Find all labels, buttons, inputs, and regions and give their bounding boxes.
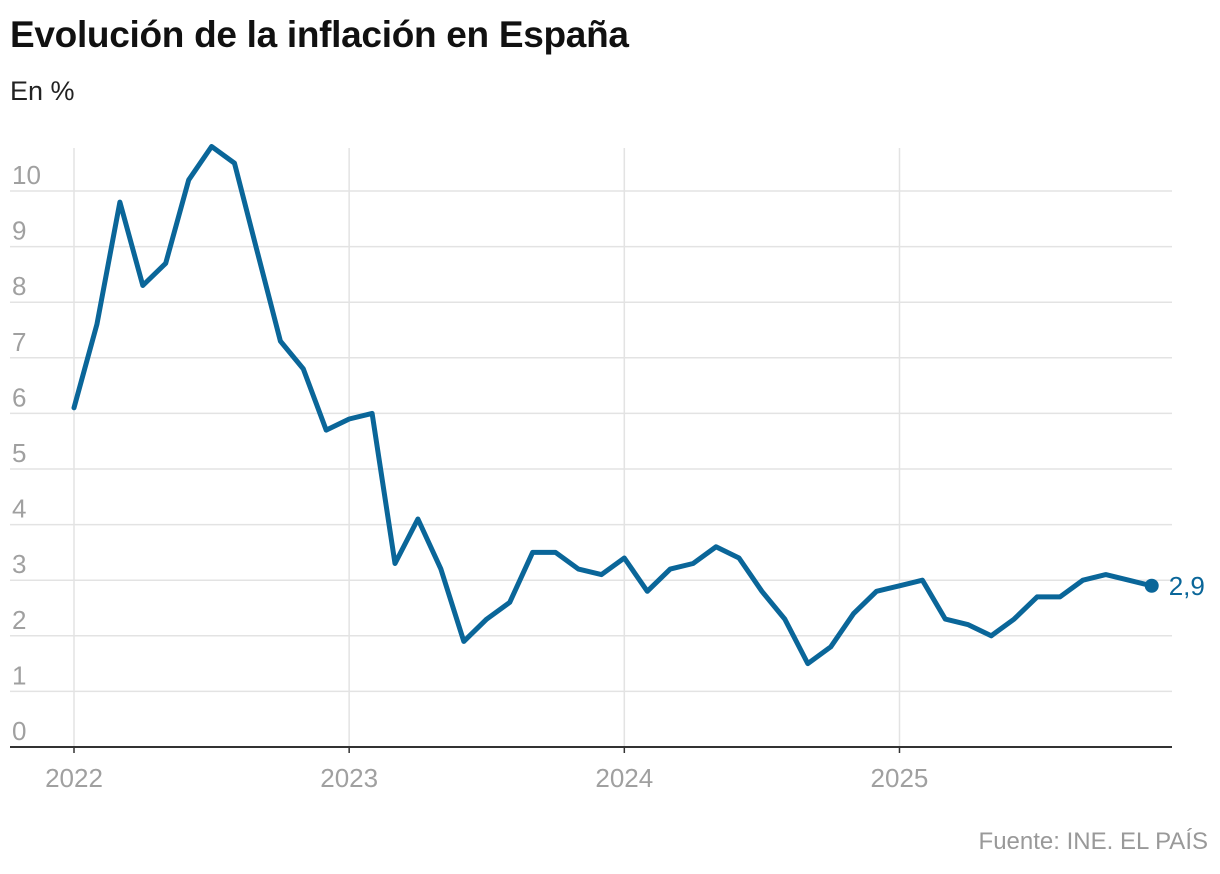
data-point (553, 550, 558, 555)
data-point (897, 583, 902, 588)
series-line-inflation (71, 144, 1155, 667)
x-tick-label: 2025 (871, 763, 929, 793)
data-point (186, 177, 191, 182)
data-point (1103, 572, 1108, 577)
x-tick-label: 2022 (45, 763, 103, 793)
data-point (163, 261, 168, 266)
y-tick-label: 8 (12, 271, 26, 301)
y-tick-label: 10 (12, 160, 41, 190)
data-point (668, 567, 673, 572)
data-point (576, 567, 581, 572)
data-point (140, 283, 145, 288)
y-axis-ticks: 0 1 2 3 4 5 6 7 8 9 10 (12, 160, 41, 746)
data-point (370, 411, 375, 416)
series-end-label: 2,9 (1169, 571, 1205, 601)
grid-layer (10, 148, 1172, 747)
data-point (989, 633, 994, 638)
data-point (393, 561, 398, 566)
data-point (347, 416, 352, 421)
y-tick-label: 9 (12, 216, 26, 246)
data-point (117, 200, 122, 205)
data-point (530, 550, 535, 555)
data-point (736, 555, 741, 560)
data-point (301, 366, 306, 371)
data-point (255, 250, 260, 255)
x-tick-label: 2023 (320, 763, 378, 793)
data-point (484, 617, 489, 622)
y-tick-label: 1 (12, 660, 26, 690)
data-point (72, 405, 77, 410)
x-axis-ticks: 2022 2023 2024 2025 (45, 747, 928, 793)
data-point (1126, 578, 1131, 583)
data-point (94, 322, 99, 327)
data-point (851, 611, 856, 616)
chart-title: Evolución de la inflación en España (10, 14, 629, 55)
y-tick-label: 4 (12, 494, 26, 524)
data-point (828, 644, 833, 649)
y-tick-label: 0 (12, 716, 26, 746)
data-point (507, 600, 512, 605)
data-points: 2,9 (72, 144, 1205, 666)
data-point (415, 517, 420, 522)
data-point (714, 544, 719, 549)
data-point (759, 589, 764, 594)
x-tick-label: 2024 (595, 763, 653, 793)
data-point (691, 561, 696, 566)
data-point (920, 578, 925, 583)
chart-subtitle: En % (10, 76, 75, 106)
data-point (1035, 594, 1040, 599)
y-tick-label: 3 (12, 549, 26, 579)
data-point (324, 428, 329, 433)
data-point (1080, 578, 1085, 583)
data-point (782, 617, 787, 622)
data-point (1057, 594, 1062, 599)
data-point (874, 589, 879, 594)
data-point (461, 639, 466, 644)
series-end-point (1144, 578, 1159, 593)
data-point (278, 339, 283, 344)
data-point (966, 622, 971, 627)
y-tick-label: 6 (12, 382, 26, 412)
data-point (599, 572, 604, 577)
data-point (645, 589, 650, 594)
data-point (209, 144, 214, 149)
y-tick-label: 7 (12, 327, 26, 357)
data-point (805, 661, 810, 666)
y-tick-label: 5 (12, 438, 26, 468)
data-point (438, 567, 443, 572)
data-point (1012, 617, 1017, 622)
data-point (232, 161, 237, 166)
data-point (622, 555, 627, 560)
y-tick-label: 2 (12, 605, 26, 635)
source-note: Fuente: INE. EL PAÍS (978, 828, 1208, 855)
data-point (943, 617, 948, 622)
